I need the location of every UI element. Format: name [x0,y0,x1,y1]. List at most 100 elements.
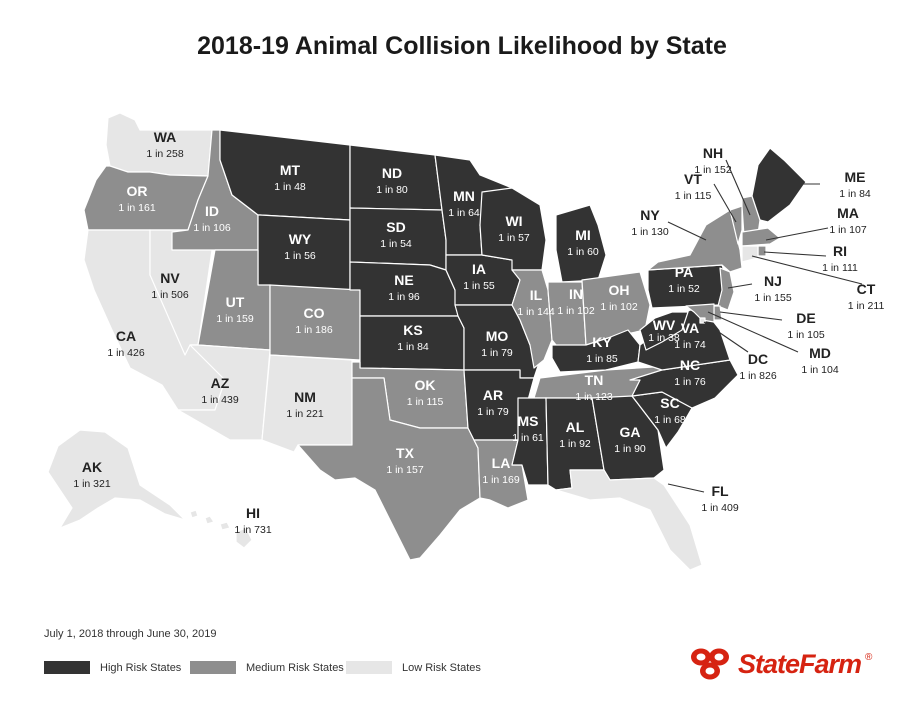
leader-line-nj [727,283,753,289]
state-nv-label: NV [160,270,180,286]
state-al-value: 1 in 92 [559,438,591,450]
state-ne-shape [349,261,459,317]
state-tx-label: TX [396,445,415,461]
state-az-value: 1 in 439 [201,394,239,406]
state-pa-value: 1 in 52 [668,283,700,295]
state-ct-label: CT [857,281,876,297]
state-ks-label: KS [403,322,422,338]
state-wa-value: 1 in 258 [146,148,184,160]
state-fl-label: FL [711,483,729,499]
legend-low-risk: Low Risk States [346,661,481,674]
state-hi-value: 1 in 731 [234,524,272,536]
logo-oval-center-2 [714,653,724,661]
leader-line-vt [713,183,737,223]
state-mi-shape [555,204,607,283]
state-tx-shape [297,377,481,561]
legend-label-medium: Medium Risk States [246,661,344,674]
state-nj-shape [717,267,735,311]
state-vt-value: 1 in 115 [675,190,712,202]
leader-line-dc [703,321,749,353]
state-ny-label: NY [640,207,660,223]
state-sd-value: 1 in 54 [380,238,412,250]
state-dc-value: 1 in 826 [739,370,777,382]
state-la-value: 1 in 169 [482,474,520,486]
leader-line-ri [763,251,827,257]
brand-wordmark: StateFarm [738,648,862,679]
state-sd-label: SD [386,219,405,235]
state-shapes [47,112,807,571]
state-ky-label: KY [592,334,612,350]
state-ar-value: 1 in 79 [477,406,509,418]
state-ne-label: NE [394,272,413,288]
state-de-value: 1 in 105 [787,329,825,341]
state-in-value: 1 in 102 [557,305,595,317]
state-pa-label: PA [675,264,693,280]
legend-swatch-high [44,661,90,674]
leader-line-de [719,311,783,321]
state-id-label: ID [205,203,219,219]
state-co-shape [269,284,361,361]
legend-medium-risk: Medium Risk States [190,661,344,674]
state-tx-value: 1 in 157 [386,464,424,476]
leader-line-md [707,311,799,353]
leader-line-fl [667,483,705,493]
state-ar-label: AR [483,387,503,403]
state-wv-value: 1 in 38 [648,332,680,344]
state-ks-value: 1 in 84 [397,341,429,353]
state-ne-value: 1 in 96 [388,291,420,303]
state-ak-value: 1 in 321 [73,478,111,490]
state-or-value: 1 in 161 [118,202,156,214]
state-mn-value: 1 in 64 [448,207,480,219]
state-tn-value: 1 in 123 [575,391,613,403]
state-co-label: CO [304,305,325,321]
state-wa-label: WA [154,129,177,145]
state-nh-label: NH [703,145,723,161]
state-nc-label: NC [680,357,700,373]
state-ca-label: CA [116,328,136,344]
state-ky-value: 1 in 85 [586,353,618,365]
state-wi-label: WI [505,213,522,229]
state-labels: WA 1 in 258 OR 1 in 161 CA 1 in 426 NV 1 in 506… [73,129,884,536]
state-ri-label: RI [833,243,847,259]
state-mo-value: 1 in 79 [481,347,513,359]
state-ct-value: 1 in 211 [848,300,885,312]
legend-label-high: High Risk States [100,661,182,674]
leader-line-nh [725,159,751,216]
state-hi-label: HI [246,505,260,521]
state-ia-value: 1 in 55 [463,280,495,292]
state-ri-value: 1 in 111 [822,262,858,274]
state-ny-shape [647,209,743,273]
state-nm-value: 1 in 221 [286,408,324,420]
state-oh-label: OH [609,282,630,298]
state-md-shape [685,303,715,323]
leader-lines [667,159,863,493]
state-wv-shape [639,311,689,351]
state-dc-label: DC [748,351,768,367]
state-ct-shape [741,245,759,263]
state-tn-label: TN [585,372,604,388]
leader-line-ma [765,227,829,241]
state-nd-value: 1 in 80 [376,184,408,196]
state-farm-logo: StateFarm ® [686,644,901,684]
legend-swatch-medium [190,661,236,674]
state-ms-value: 1 in 61 [512,432,544,444]
leader-line-ny [667,221,707,241]
registered-mark: ® [865,652,873,663]
legend-swatch-low [346,661,392,674]
state-ms-label: MS [518,413,539,429]
state-nh-value: 1 in 152 [694,164,732,176]
state-az-label: AZ [211,375,230,391]
state-nv-value: 1 in 506 [151,289,189,301]
state-or-label: OR [127,183,148,199]
state-va-value: 1 in 74 [674,339,706,351]
state-md-value: 1 in 104 [801,364,839,376]
state-fl-shape [555,469,703,571]
state-wv-label: WV [653,317,676,333]
state-ak-shape [47,429,186,529]
state-ma-value: 1 in 107 [829,224,867,236]
state-me-label: ME [845,169,866,185]
state-id-value: 1 in 106 [193,222,231,234]
state-mi-value: 1 in 60 [567,246,599,258]
state-me-value: 1 in 84 [839,188,871,200]
state-mi-label: MI [575,227,591,243]
